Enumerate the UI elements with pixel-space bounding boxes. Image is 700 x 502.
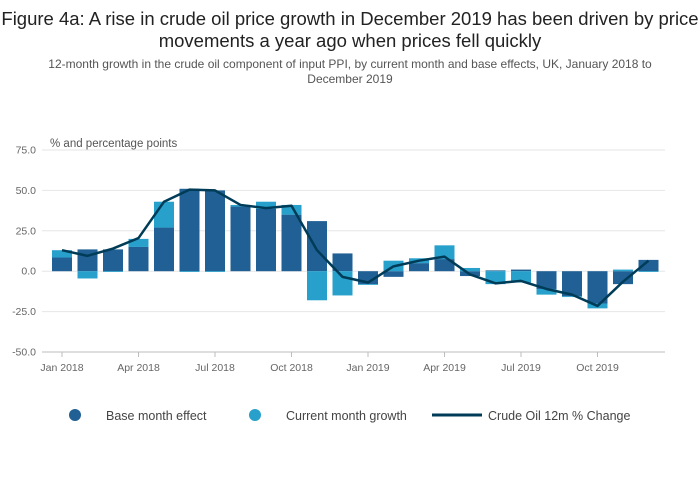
chart-subtitle: 12-month growth in the crude oil compone…	[48, 57, 652, 86]
legend-label-base: Base month effect	[106, 409, 207, 423]
legend-item-base[interactable]: Base month effect	[69, 409, 207, 423]
bar-current-month-growth	[511, 271, 531, 283]
bar-base-month-effect	[332, 253, 353, 272]
bar-current-month-growth	[154, 201, 174, 228]
bar-base-month-effect	[613, 271, 633, 285]
y-axis-label: % and percentage points	[50, 138, 177, 150]
x-tick-label: Jul 2019	[501, 362, 541, 374]
bar-current-month-growth	[638, 271, 659, 273]
line-series	[61, 188, 650, 308]
bar-base-month-effect	[179, 188, 200, 272]
bar-base-month-effect	[230, 206, 251, 272]
bar-base-month-effect	[256, 208, 276, 272]
legend-label-current: Current month growth	[286, 409, 407, 423]
bar-current-month-growth	[434, 245, 455, 260]
y-tick-label: 50.0	[16, 185, 37, 197]
bars	[52, 188, 659, 309]
bar-base-month-effect	[307, 221, 327, 272]
x-tick-label: Apr 2018	[117, 362, 160, 374]
bar-current-month-growth	[128, 238, 149, 247]
bar-current-month-growth	[179, 271, 200, 273]
bar-base-month-effect	[52, 257, 72, 272]
legend-label-line: Crude Oil 12m % Change	[488, 409, 630, 423]
bar-base-month-effect	[103, 249, 123, 272]
bar-base-month-effect	[511, 269, 531, 272]
bar-current-month-growth	[358, 284, 378, 285]
bar-base-month-effect	[205, 190, 225, 272]
bar-base-month-effect	[128, 246, 149, 272]
x-tick-label: Oct 2018	[270, 362, 313, 374]
bar-current-month-growth	[103, 271, 123, 273]
bar-base-month-effect	[281, 214, 302, 272]
y-tick-label: 75.0	[16, 145, 37, 157]
bar-base-month-effect	[562, 271, 582, 297]
legend-swatch-current	[249, 409, 261, 421]
legend-item-line[interactable]: Crude Oil 12m % Change	[432, 409, 630, 423]
y-tick-label: 0.0	[21, 266, 36, 278]
bar-current-month-growth	[52, 250, 72, 258]
bar-current-month-growth	[536, 288, 557, 295]
bar-current-month-growth	[205, 271, 225, 273]
bar-current-month-growth	[256, 201, 276, 209]
x-tick-label: Jan 2018	[40, 362, 83, 374]
legend-item-current[interactable]: Current month growth	[249, 409, 407, 423]
bar-base-month-effect	[536, 271, 557, 289]
bar-base-month-effect	[485, 270, 506, 272]
legend-swatch-base	[69, 409, 81, 421]
chart-title: Figure 4a: A rise in crude oil price gro…	[1, 8, 699, 51]
bar-current-month-growth	[562, 296, 582, 298]
x-tick-label: Jan 2019	[346, 362, 389, 374]
x-tick-label: Jul 2018	[195, 362, 235, 374]
bar-base-month-effect	[383, 271, 404, 277]
y-tick-label: -50.0	[12, 347, 36, 359]
bar-current-month-growth	[281, 204, 302, 215]
bar-current-month-growth	[307, 271, 327, 301]
y-tick-label: 25.0	[16, 225, 37, 237]
bar-current-month-growth	[77, 271, 98, 279]
bar-current-month-growth	[613, 269, 633, 272]
axes: 75.0 50.0 25.0 0.0 -25.0 -50.0 Jan 2018 Apr 201…	[12, 145, 665, 374]
line-crude-oil-12m-change	[61, 188, 650, 308]
x-tick-label: Oct 2019	[576, 362, 619, 374]
x-tick-label: Apr 2019	[423, 362, 466, 374]
y-tick-label: -25.0	[12, 306, 36, 318]
bar-base-month-effect	[434, 259, 455, 272]
bar-base-month-effect	[638, 259, 659, 272]
bar-current-month-growth	[460, 267, 480, 272]
bar-base-month-effect	[587, 271, 608, 304]
bar-base-month-effect	[409, 263, 429, 272]
legend: Base month effect Current month growth C…	[69, 409, 630, 423]
bar-current-month-growth	[332, 271, 353, 296]
bar-base-month-effect	[154, 227, 174, 272]
